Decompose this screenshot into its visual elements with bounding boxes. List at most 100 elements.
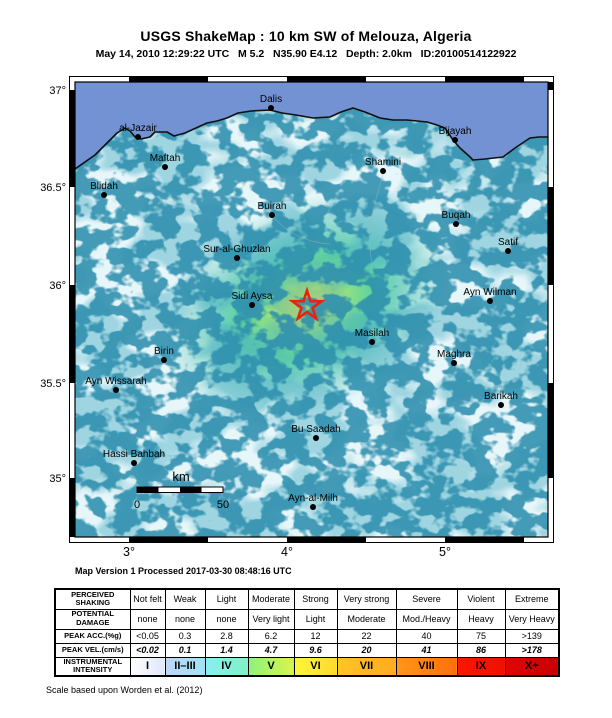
y-axis-label: 37° xyxy=(49,85,66,97)
legend-cell: none xyxy=(204,608,249,630)
map-frame xyxy=(69,76,554,543)
city-label: al-Jazair xyxy=(119,123,157,134)
legend-cell: 1.4 xyxy=(204,642,249,658)
city-label: Birin xyxy=(154,346,174,357)
shakemap-svg: km 0 50 Dalis al-Jazair Maftah Blidah Shamin… xyxy=(40,76,554,559)
legend-cell: 12 xyxy=(293,628,338,644)
city-dot xyxy=(161,357,167,363)
city-label: Bijayah xyxy=(439,126,472,137)
legend-cell: II–III xyxy=(164,656,206,677)
legend-cell: 6.2 xyxy=(247,628,295,644)
legend-cell: Extreme xyxy=(504,588,560,610)
event-subtitle: May 14, 2010 12:29:22 UTC M 5.2 N35.90 E… xyxy=(95,48,517,60)
legend-row-header: PEAK ACC.(%g) xyxy=(54,628,131,644)
legend-cell: <0.02 xyxy=(129,642,166,658)
city-label: Sidi Aysa xyxy=(232,291,273,302)
legend-cell: 9.6 xyxy=(293,642,338,658)
legend-cell: Severe xyxy=(395,588,458,610)
map-version-line: Map Version 1 Processed 2017-03-30 08:48… xyxy=(75,566,292,576)
legend-cell: 40 xyxy=(395,628,458,644)
legend-cell: 2.8 xyxy=(204,628,249,644)
legend-source-note: Scale based upon Worden et al. (2012) xyxy=(46,685,203,695)
legend-cell: VII xyxy=(336,656,397,677)
city-dot xyxy=(113,387,119,393)
legend-cell: Strong xyxy=(293,588,338,610)
city-dot xyxy=(453,221,459,227)
scale-bar-unit: km xyxy=(172,469,189,484)
legend-row: INSTRUMENTAL INTENSITY I II–III IV V VI VII VII… xyxy=(54,656,560,677)
city-label: Ayn Wissarah xyxy=(85,376,147,387)
city-label: Hassi Bahbah xyxy=(103,449,165,460)
intensity-legend-table: PERCEIVED SHAKING Not felt Weak Light Modera… xyxy=(54,588,560,677)
page-title: USGS ShakeMap : 10 km SW of Melouza, Alg… xyxy=(140,28,472,44)
city-dot xyxy=(505,248,511,254)
legend-cell: Very light xyxy=(247,608,295,630)
scale-bar-end: 50 xyxy=(217,499,229,511)
legend-cell: >178 xyxy=(504,642,560,658)
legend-cell: Weak xyxy=(164,588,206,610)
y-axis-label: 36.5° xyxy=(40,182,66,194)
legend-row: POTENTIAL DAMAGE none none none Very light Li… xyxy=(54,608,560,630)
legend-cell: VIII xyxy=(395,656,458,677)
legend-cell: 0.3 xyxy=(164,628,206,644)
city-label: Buqah xyxy=(442,210,471,221)
legend-cell: Light xyxy=(204,588,249,610)
city-label: Ayn Wilman xyxy=(463,287,516,298)
sea xyxy=(75,82,548,169)
longitude-axis-labels: 3° 4° 5° xyxy=(123,545,451,559)
legend-row: PEAK ACC.(%g) <0.05 0.3 2.8 6.2 12 22 40 75 >139 xyxy=(54,628,560,644)
legend-cell: Moderate xyxy=(247,588,295,610)
city-dot xyxy=(234,255,240,261)
legend-cell: 22 xyxy=(336,628,397,644)
legend-cell: Moderate xyxy=(336,608,397,630)
legend-cell: Heavy xyxy=(456,608,506,630)
road-line xyxy=(369,173,384,263)
legend-row-header: INSTRUMENTAL INTENSITY xyxy=(54,656,131,677)
city-dot xyxy=(313,435,319,441)
legend-cell: V xyxy=(247,656,295,677)
city-label: Blidah xyxy=(90,181,118,192)
scale-bar: km 0 50 xyxy=(134,469,229,511)
legend-cell: IX xyxy=(456,656,506,677)
terrain-texture-fine xyxy=(75,82,548,537)
city-dot xyxy=(162,164,168,170)
legend-cell: >139 xyxy=(504,628,560,644)
epicenter-star xyxy=(288,286,326,322)
coastline xyxy=(75,107,548,170)
city-dot xyxy=(269,212,275,218)
y-axis-label: 36° xyxy=(49,280,66,292)
legend-row-header: PEAK VEL.(cm/s) xyxy=(54,642,131,658)
city-dot xyxy=(487,298,493,304)
city-label: Ayn-al-Milh xyxy=(288,493,338,504)
legend-cell: I xyxy=(129,656,166,677)
y-axis-label: 35.5° xyxy=(40,378,66,390)
scale-bar-start: 0 xyxy=(134,499,140,511)
city-dot xyxy=(498,402,504,408)
legend-row: PEAK VEL.(cm/s) <0.02 0.1 1.4 4.7 9.6 20 41 86 >1… xyxy=(54,642,560,658)
map-layers xyxy=(75,82,548,537)
city-label: Maghra xyxy=(437,349,471,360)
legend-cell: none xyxy=(129,608,166,630)
city-dot xyxy=(452,137,458,143)
city-dot xyxy=(249,302,255,308)
legend-cell: X+ xyxy=(504,656,560,677)
city-dot xyxy=(131,460,137,466)
city-label: Shamini xyxy=(365,157,401,168)
city-markers: Dalis al-Jazair Maftah Blidah Shamini Bijayah… xyxy=(85,94,518,510)
legend-cell: 20 xyxy=(336,642,397,658)
x-axis-label: 5° xyxy=(439,545,451,559)
city-dot xyxy=(451,360,457,366)
x-axis-label: 3° xyxy=(123,545,135,559)
legend-cell: 41 xyxy=(395,642,458,658)
legend-cell: 4.7 xyxy=(247,642,295,658)
city-label: Satif xyxy=(498,237,518,248)
latitude-axis-labels: 37° 36.5° 36° 35.5° 35° xyxy=(40,85,66,485)
legend-cell: none xyxy=(164,608,206,630)
legend-cell: Not felt xyxy=(129,588,166,610)
road-line xyxy=(271,214,331,245)
legend-cell: <0.05 xyxy=(129,628,166,644)
legend-cell: Very strong xyxy=(336,588,397,610)
city-dot xyxy=(380,168,386,174)
city-dot xyxy=(135,134,141,140)
